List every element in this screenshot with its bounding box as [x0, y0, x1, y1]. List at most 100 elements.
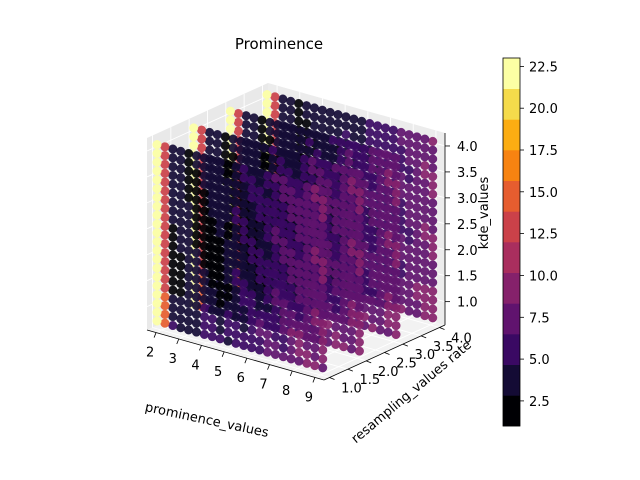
scatter-points: [152, 90, 438, 373]
scatter-point: [168, 188, 178, 198]
scatter-point: [255, 213, 265, 223]
scatter-point: [215, 201, 225, 211]
scatter-point: [160, 177, 170, 187]
scatter-point: [255, 248, 265, 258]
scatter-point: [375, 149, 385, 159]
scatter-point: [383, 195, 393, 205]
scatter-point: [428, 163, 438, 173]
scatter-point: [231, 277, 241, 287]
scatter-point: [199, 241, 209, 251]
y-tick: [402, 343, 408, 347]
colorbar: 2.5 5.0 7.5 10.0 12.5 15.0 17.5 20.0 22.5: [502, 57, 558, 427]
scatter-point: [294, 180, 304, 190]
scatter-point: [228, 134, 238, 144]
scatter-point: [331, 198, 341, 208]
scatter-point: [412, 238, 422, 248]
scatter-point: [263, 303, 273, 313]
scatter-point: [347, 203, 357, 213]
z-axis-label: kde_values: [477, 176, 492, 249]
scatter-point: [412, 300, 422, 310]
scatter-point: [241, 119, 251, 129]
scatter-point: [207, 173, 217, 183]
scatter-point: [412, 167, 422, 177]
scatter-point: [310, 343, 320, 353]
scatter-point: [223, 230, 233, 240]
scatter-point: [268, 163, 278, 173]
scatter-point: [404, 289, 414, 299]
colorbar-tick-label: 20.0: [529, 102, 558, 117]
y-tick: [439, 327, 445, 330]
scatter-point: [375, 246, 385, 256]
scatter-point: [294, 356, 304, 366]
scatter-point: [302, 191, 312, 201]
scatter-point: [367, 164, 377, 174]
scatter-point: [347, 317, 357, 327]
scatter-point: [318, 319, 328, 329]
scatter-point: [207, 199, 217, 209]
scatter-point: [176, 217, 186, 227]
scatter-point: [296, 126, 306, 136]
scatter-point: [247, 263, 257, 273]
scatter-point: [168, 206, 178, 216]
scatter-point: [367, 208, 377, 218]
scatter-point: [223, 168, 233, 178]
scatter-point: [286, 213, 296, 223]
scatter-point: [255, 221, 265, 231]
scatter-point: [278, 228, 288, 238]
scatter-point: [428, 278, 438, 288]
scatter-point: [255, 327, 265, 337]
scatter-point: [176, 287, 186, 297]
scatter-point: [176, 155, 186, 165]
scatter-point: [160, 265, 170, 275]
scatter-point: [278, 202, 288, 212]
scatter-point: [367, 199, 377, 209]
scatter-point: [263, 250, 273, 260]
scatter-point: [420, 284, 430, 294]
scatter-point: [302, 101, 312, 111]
scatter-point: [294, 206, 304, 216]
scatter-point: [168, 303, 178, 313]
scatter-point: [247, 228, 257, 238]
scatter-point: [239, 270, 249, 280]
scatter-point: [339, 298, 349, 308]
scatter-point: [255, 266, 265, 276]
scatter-point: [391, 321, 401, 331]
scatter-point: [420, 267, 430, 277]
scatter-point: [160, 248, 170, 258]
scatter-point: [278, 316, 288, 326]
scatter-point: [228, 143, 238, 153]
scatter-point: [160, 274, 170, 284]
scatter-point: [391, 188, 401, 198]
scatter-point: [391, 162, 401, 172]
scatter-point: [231, 250, 241, 260]
scatter-point: [247, 237, 257, 247]
scatter-point: [302, 217, 312, 227]
scatter-point: [302, 252, 312, 262]
scatter-point: [352, 142, 362, 152]
scatter-point: [215, 263, 225, 273]
scatter-point: [247, 175, 257, 185]
scatter-point: [383, 292, 393, 302]
scatter-point: [412, 202, 422, 212]
scatter-point: [404, 271, 414, 281]
scatter-point: [357, 125, 367, 135]
scatter-point: [404, 253, 414, 263]
scatter-point: [367, 288, 377, 298]
scatter-point: [428, 180, 438, 190]
scatter-point: [239, 173, 249, 183]
scatter-point: [286, 222, 296, 232]
scatter-point: [191, 168, 201, 178]
scatter-point: [168, 321, 178, 331]
grid-line-z-left: [146, 95, 269, 152]
scatter-point: [331, 216, 341, 226]
scatter-point: [420, 213, 430, 223]
scatter-point: [191, 221, 201, 231]
scatter-point: [302, 297, 312, 307]
scatter-point: [315, 159, 325, 169]
scatter-point: [412, 141, 422, 151]
scatter-point: [223, 213, 233, 223]
scatter-point: [168, 294, 178, 304]
scatter-point: [412, 220, 422, 230]
scatter-point: [354, 293, 364, 303]
scatter-point: [223, 195, 233, 205]
